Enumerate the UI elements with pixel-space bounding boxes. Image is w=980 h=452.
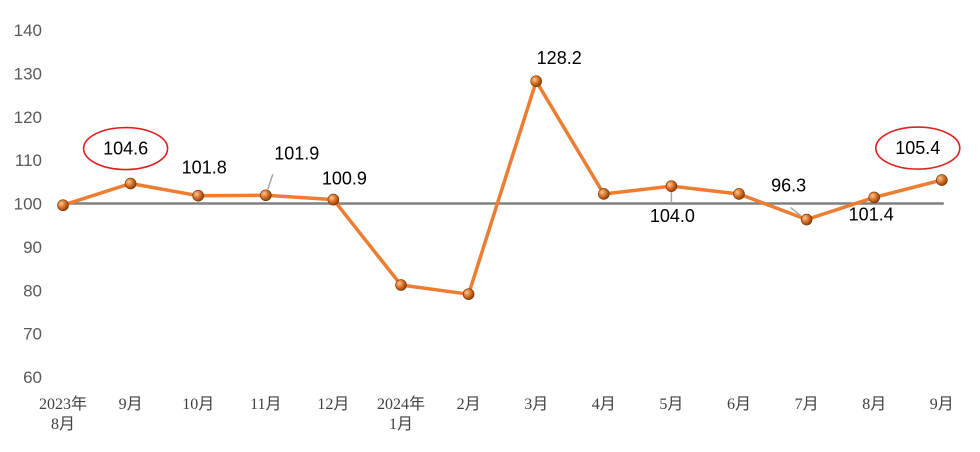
- y-tick-label: 140: [14, 21, 42, 40]
- x-axis: 2023年 8月 9月 10月 11月 12月 2024年 1月 2月 3月 4月 5月 6月 7月 8月 9…: [39, 395, 954, 433]
- data-label: 104.0: [650, 206, 695, 226]
- y-tick-label: 110: [15, 151, 42, 170]
- data-point: [57, 199, 69, 212]
- data-point: [124, 177, 137, 190]
- data-point: [935, 174, 948, 186]
- data-point: [800, 213, 813, 226]
- x-tick-label: 3月: [524, 396, 548, 413]
- highlight-circle: [82, 126, 169, 171]
- y-tick-label: 90: [23, 238, 42, 257]
- data-point: [733, 188, 745, 200]
- x-tick-label: 10月: [182, 396, 214, 413]
- data-label: 100.9: [322, 169, 367, 189]
- x-tick-label: 8月: [51, 416, 75, 433]
- data-label: 101.4: [849, 204, 894, 224]
- data-point: [665, 180, 678, 192]
- data-point: [395, 279, 407, 291]
- data-points: [57, 75, 948, 300]
- series-line: [62, 79, 943, 296]
- data-point: [597, 188, 610, 200]
- data-label: 101.8: [182, 158, 227, 178]
- x-tick-label: 1月: [389, 416, 413, 433]
- y-tick-label: 80: [23, 281, 42, 300]
- label-leader-line: [267, 174, 274, 190]
- data-label: 101.9: [274, 143, 319, 163]
- x-tick-label: 11月: [250, 396, 281, 413]
- y-tick-label: 130: [14, 64, 42, 83]
- x-tick-label: 7月: [795, 396, 819, 413]
- highlight-circle: [874, 126, 961, 170]
- data-point: [259, 189, 272, 202]
- x-tick-label: 2024年: [377, 395, 425, 413]
- y-tick-label: 120: [14, 108, 42, 127]
- data-label: 128.2: [537, 48, 582, 68]
- y-axis: 60 70 80 90 100 110 120 130 140: [14, 21, 42, 387]
- data-label: 96.3: [771, 176, 806, 196]
- series-line-group: [62, 79, 943, 296]
- y-tick-label: 70: [23, 325, 42, 344]
- y-tick-label: 60: [23, 368, 42, 387]
- label-leader-line: [790, 206, 802, 217]
- data-point: [192, 189, 204, 202]
- x-tick-label: 12月: [317, 396, 349, 413]
- x-tick-label: 6月: [727, 396, 751, 413]
- data-label: 105.4: [895, 138, 940, 158]
- x-tick-label: 5月: [659, 396, 683, 413]
- data-label: 104.6: [103, 139, 148, 159]
- y-tick-label: 100: [14, 195, 42, 214]
- x-tick-label: 8月: [862, 396, 886, 413]
- x-tick-label: 4月: [592, 396, 616, 413]
- data-point: [868, 191, 881, 204]
- leader-lines: [267, 174, 802, 217]
- x-tick-label: 9月: [930, 396, 954, 413]
- data-point: [327, 193, 340, 206]
- data-point: [462, 288, 475, 300]
- data-point: [530, 75, 543, 87]
- x-tick-label: 2023年: [39, 395, 87, 413]
- x-tick-label: 9月: [119, 396, 143, 413]
- x-tick-label: 2月: [457, 396, 481, 413]
